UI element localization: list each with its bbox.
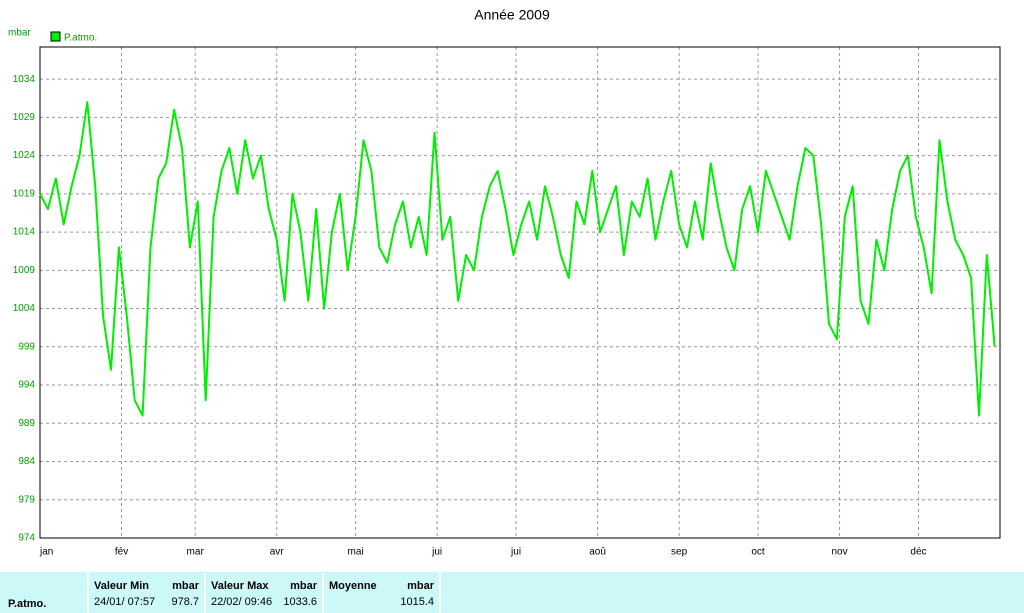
y-tick-label: 1009 — [13, 265, 36, 276]
x-tick-label: aoû — [589, 547, 606, 558]
y-tick-label: 1029 — [13, 112, 36, 123]
stats-row-label: P.atmo. — [8, 598, 46, 610]
stats-title: Valeur Min — [94, 580, 149, 592]
x-tick-label: déc — [910, 547, 926, 558]
stats-date: 22/02/ 09:46 — [211, 596, 272, 608]
stats-unit: mbar — [172, 580, 200, 592]
y-tick-label: 1024 — [13, 150, 36, 161]
stats-date: 24/01/ 07:57 — [94, 596, 155, 608]
stats-value: 1033.6 — [283, 596, 317, 608]
y-tick-label: 979 — [18, 494, 35, 505]
stats-unit: mbar — [407, 580, 435, 592]
stats-unit: mbar — [290, 580, 318, 592]
data-line — [39, 101, 996, 417]
stats-value: 978.7 — [171, 596, 199, 608]
stats-panel — [0, 572, 1024, 613]
x-tick-label: jui — [510, 547, 521, 558]
x-tick-label: jan — [39, 547, 53, 558]
x-tick-label: mar — [187, 547, 205, 558]
y-tick-label: 994 — [18, 380, 35, 391]
x-tick-label: jui — [431, 547, 442, 558]
stats-value: 1015.4 — [400, 596, 434, 608]
y-tick-label: 1019 — [13, 188, 36, 199]
chart-bg — [0, 0, 1024, 572]
stats-title: Valeur Max — [211, 580, 269, 592]
y-tick-label: 984 — [18, 456, 35, 467]
y-tick-label: 1004 — [13, 303, 36, 314]
plot-frame — [39, 46, 1001, 539]
stats-title: Moyenne — [329, 580, 377, 592]
x-tick-label: mai — [348, 547, 364, 558]
legend-swatch — [50, 31, 61, 42]
legend-label: P.atmo. — [64, 33, 97, 44]
x-tick-label: fév — [115, 547, 128, 558]
x-tick-label: oct — [751, 547, 765, 558]
y-tick-label: 999 — [18, 341, 35, 352]
x-tick-label: nov — [831, 547, 847, 558]
chart-title: Année 2009 — [474, 7, 550, 23]
y-tick-label: 974 — [18, 533, 35, 544]
y-tick-label: 1014 — [13, 227, 36, 238]
y-tick-label: 1034 — [13, 74, 36, 85]
x-tick-label: sep — [671, 547, 688, 558]
x-tick-label: avr — [270, 547, 285, 558]
y-tick-label: 989 — [18, 418, 35, 429]
y-axis-label: mbar — [8, 28, 31, 39]
